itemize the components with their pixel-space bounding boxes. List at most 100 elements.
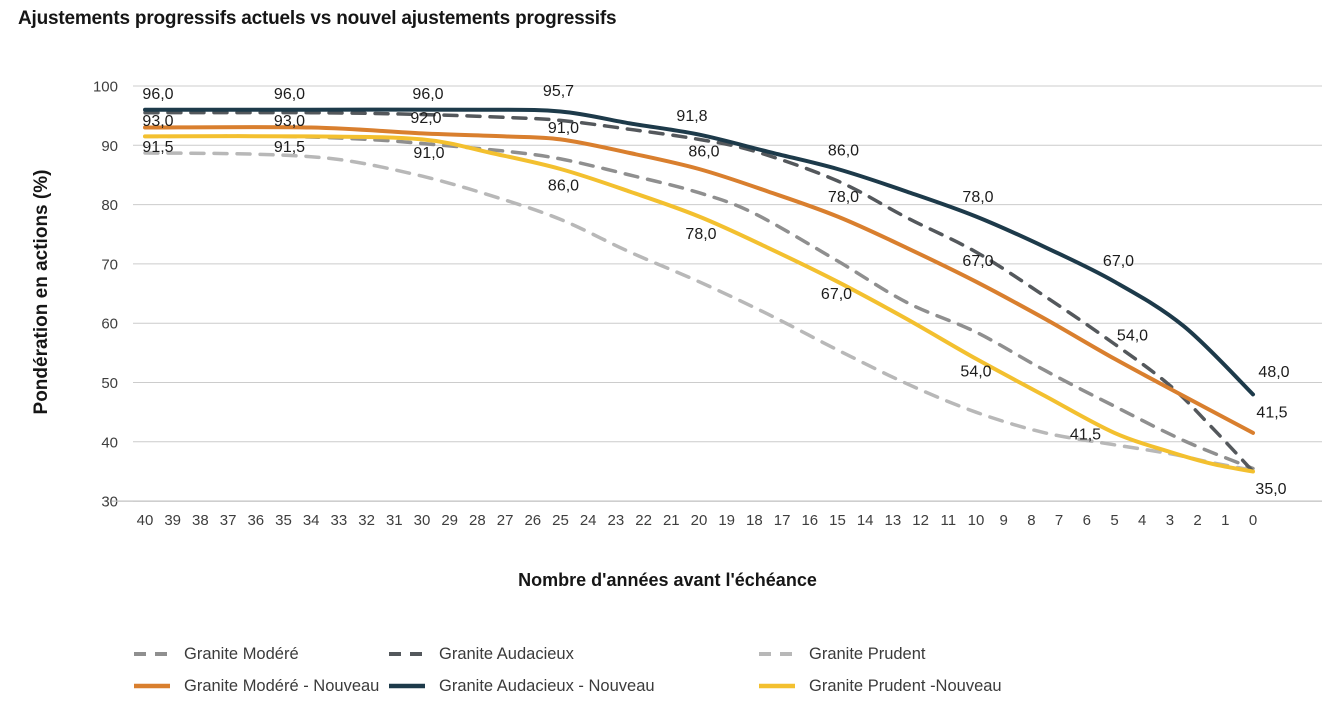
legend-swatch-granite-modere <box>134 652 170 656</box>
x-tick-label: 19 <box>718 512 735 529</box>
data-label-granite-audacieux-nouveau: 96,0 <box>142 86 173 103</box>
x-tick-label: 9 <box>1000 512 1008 529</box>
data-label-granite-audacieux-nouveau: 48,0 <box>1258 364 1289 381</box>
series-line-granite-audacieux <box>143 110 1255 474</box>
x-tick-labels: 40 39 38 37 36 35 34 33 32 31 30 29 28 27 26 25 24 23 22 21… <box>137 512 1258 529</box>
x-tick-label: 23 <box>608 512 625 529</box>
x-tick-label: 7 <box>1055 512 1063 529</box>
data-label-granite-prudent-nouveau: 35,0 <box>1255 481 1286 498</box>
legend-item-granite-prudent: Granite Prudent <box>758 644 925 664</box>
data-label-granite-modere-nouveau: 67,0 <box>962 253 993 270</box>
data-label-granite-prudent-nouveau: 54,0 <box>960 363 991 380</box>
x-tick-label: 22 <box>635 512 652 529</box>
y-tick-label: 30 <box>101 494 118 511</box>
x-tick-label: 15 <box>829 512 846 529</box>
series-line-granite-prudent-nouveau <box>143 134 1255 474</box>
x-tick-label: 6 <box>1083 512 1091 529</box>
y-tick-label: 50 <box>101 375 118 392</box>
x-tick-label: 3 <box>1166 512 1174 529</box>
x-tick-label: 16 <box>801 512 818 529</box>
legend-item-granite-prudent-nouveau: Granite Prudent -Nouveau <box>758 676 1002 696</box>
legend-label-granite-modere-nouveau: Granite Modéré - Nouveau <box>184 676 380 695</box>
x-tick-label: 36 <box>247 512 264 529</box>
x-axis-title: Nombre d'années avant l'échéance <box>518 570 817 590</box>
x-tick-label: 28 <box>469 512 486 529</box>
data-label-granite-prudent-nouveau: 91,5 <box>142 139 173 156</box>
x-tick-label: 26 <box>524 512 541 529</box>
x-tick-label: 5 <box>1110 512 1118 529</box>
data-label-granite-audacieux-nouveau: 91,8 <box>676 108 707 125</box>
y-tick-label: 70 <box>101 256 118 273</box>
x-tick-label: 34 <box>303 512 320 529</box>
data-label-granite-prudent-nouveau: 78,0 <box>685 226 716 243</box>
series-line-granite-prudent <box>143 151 1255 473</box>
legend-swatch-granite-prudent <box>759 652 795 656</box>
data-label-granite-audacieux-nouveau: 67,0 <box>1103 253 1134 270</box>
x-tick-label: 12 <box>912 512 929 529</box>
x-tick-label: 8 <box>1027 512 1035 529</box>
x-tick-label: 18 <box>746 512 763 529</box>
data-label-granite-audacieux-nouveau: 86,0 <box>828 143 859 160</box>
legend-swatch-granite-audacieux <box>389 652 425 656</box>
data-label-granite-modere-nouveau: 91,0 <box>548 120 579 137</box>
x-tick-label: 21 <box>663 512 680 529</box>
x-tick-label: 38 <box>192 512 209 529</box>
y-tick-label: 100 <box>93 79 118 96</box>
y-axis-title: Pondération en actions (%) <box>31 169 52 415</box>
x-tick-label: 14 <box>857 512 874 529</box>
x-tick-label: 25 <box>552 512 569 529</box>
legend-swatch-granite-prudent-nouveau <box>759 683 795 689</box>
x-tick-label: 32 <box>358 512 375 529</box>
legend-swatch-granite-modere-nouveau <box>134 683 170 689</box>
x-tick-label: 17 <box>774 512 791 529</box>
y-tick-label: 40 <box>101 434 118 451</box>
series-lines <box>143 107 1255 474</box>
data-label-granite-modere-nouveau: 41,5 <box>1256 404 1287 421</box>
data-label-granite-modere-nouveau: 86,0 <box>688 144 719 161</box>
x-tick-label: 35 <box>275 512 292 529</box>
legend-item-granite-modere: Granite Modéré <box>133 644 299 664</box>
x-tick-label: 39 <box>164 512 181 529</box>
series-line-granite-audacieux-nouveau <box>143 107 1255 397</box>
data-label-granite-prudent-nouveau: 91,0 <box>413 145 444 162</box>
data-label-granite-modere-nouveau: 54,0 <box>1117 327 1148 344</box>
legend-label-granite-audacieux-nouveau: Granite Audacieux - Nouveau <box>439 676 655 695</box>
legend-swatch-granite-audacieux-nouveau <box>389 683 425 689</box>
x-tick-label: 31 <box>386 512 403 529</box>
data-label-granite-audacieux-nouveau: 96,0 <box>412 86 443 103</box>
x-tick-label: 0 <box>1249 512 1257 529</box>
data-label-granite-audacieux-nouveau: 95,7 <box>543 83 574 100</box>
data-labels: 91,5 91,5 91,0 86,0 78,0 67,0 54,0 41,5 35,0 93,0… <box>142 83 1289 498</box>
x-tick-label: 2 <box>1193 512 1201 529</box>
data-label-granite-modere-nouveau: 93,0 <box>142 113 173 130</box>
x-tick-label: 1 <box>1221 512 1229 529</box>
data-label-granite-prudent-nouveau: 91,5 <box>274 139 305 156</box>
y-tick-label: 80 <box>101 197 118 214</box>
data-label-granite-modere-nouveau: 78,0 <box>828 189 859 206</box>
x-tick-label: 29 <box>441 512 458 529</box>
y-tick-label: 90 <box>101 138 118 155</box>
data-label-granite-prudent-nouveau: 67,0 <box>821 286 852 303</box>
x-tick-label: 33 <box>331 512 348 529</box>
data-label-granite-modere-nouveau: 93,0 <box>274 113 305 130</box>
series-line-granite-modere-nouveau <box>143 125 1255 435</box>
x-tick-label: 27 <box>497 512 514 529</box>
x-tick-label: 11 <box>941 512 957 529</box>
x-tick-label: 30 <box>414 512 431 529</box>
y-tick-label: 60 <box>101 316 118 333</box>
data-label-granite-audacieux-nouveau: 96,0 <box>274 86 305 103</box>
legend-label-granite-audacieux: Granite Audacieux <box>439 644 574 663</box>
series-line-granite-modere <box>143 134 1255 471</box>
legend-item-granite-audacieux: Granite Audacieux <box>388 644 574 664</box>
data-label-granite-prudent-nouveau: 41,5 <box>1070 426 1101 443</box>
legend-item-granite-modere-nouveau: Granite Modéré - Nouveau <box>133 676 379 696</box>
data-label-granite-audacieux-nouveau: 78,0 <box>962 189 993 206</box>
legend-label-granite-modere: Granite Modéré <box>184 644 299 663</box>
chart-title: Ajustements progressifs actuels vs nouve… <box>18 8 617 29</box>
x-tick-label: 40 <box>137 512 154 529</box>
x-tick-label: 13 <box>885 512 902 529</box>
x-tick-label: 24 <box>580 512 597 529</box>
y-tick-labels: 100 90 80 70 60 50 40 30 <box>93 79 118 511</box>
x-tick-label: 10 <box>968 512 985 529</box>
